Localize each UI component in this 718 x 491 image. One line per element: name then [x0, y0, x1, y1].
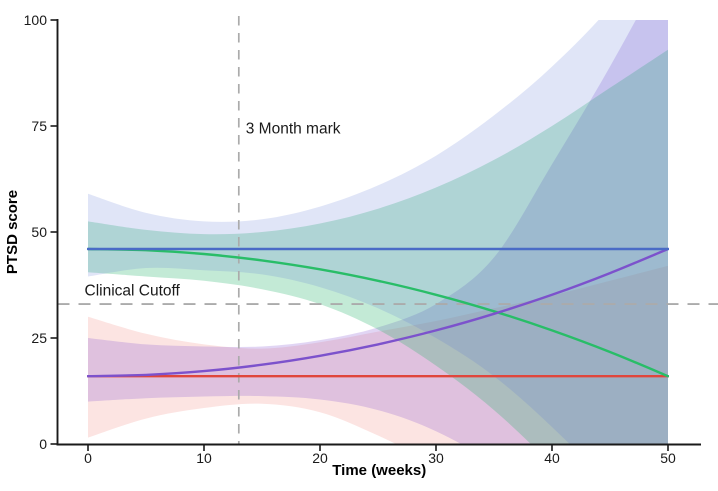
y-axis-title: PTSD score: [4, 190, 21, 274]
trajectory-lines: [87, 247, 669, 378]
y-tick-label: 50: [31, 224, 47, 240]
red-low-flat-confidence-band: [88, 265, 668, 444]
blue-high-flat-confidence-band: [88, 20, 668, 444]
x-tick-label: 40: [544, 450, 560, 466]
x-tick-label: 50: [660, 450, 676, 466]
green-declining-confidence-band: [88, 49, 668, 444]
confidence-bands: [88, 20, 668, 444]
x-tick-label: 0: [84, 450, 92, 466]
declining-green-line: [87, 247, 669, 378]
three-month-label: 3 Month mark: [246, 121, 341, 138]
y-tick-label: 25: [31, 330, 47, 346]
y-tick-label: 75: [31, 118, 47, 134]
x-axis-title: Time (weeks): [332, 462, 426, 479]
y-tick-label: 0: [39, 436, 47, 452]
purple-rising-confidence-band: [88, 20, 668, 444]
y-tick-label: 100: [24, 12, 48, 28]
clinical-cutoff-label: Clinical Cutoff: [85, 283, 181, 300]
x-tick-label: 30: [428, 450, 444, 466]
axes: 0 25 50 75 100 0 10 20 30 40 50: [24, 12, 701, 466]
x-tick-label: 10: [196, 450, 212, 466]
x-tick-label: 20: [312, 450, 328, 466]
rising-purple-line: [87, 247, 669, 378]
